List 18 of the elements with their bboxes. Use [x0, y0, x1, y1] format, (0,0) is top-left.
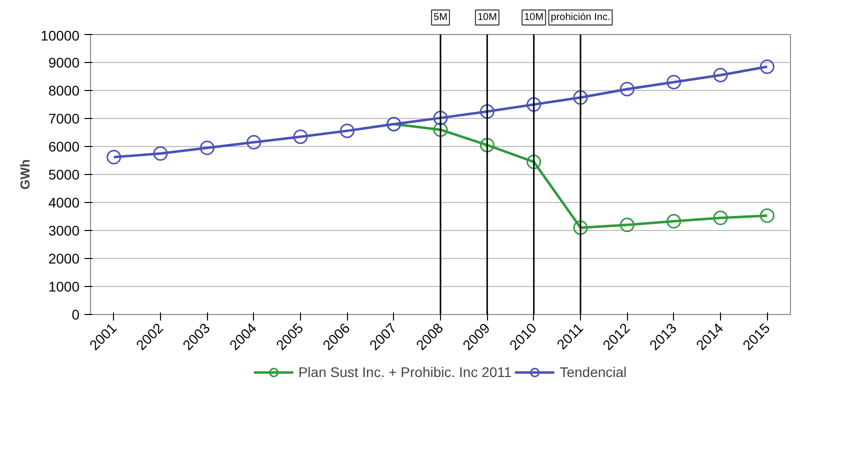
y-tick-label: 7000	[48, 110, 80, 126]
y-tick-label: 2000	[48, 250, 80, 266]
y-tick-label: 4000	[48, 194, 80, 210]
y-tick-label: 1000	[48, 278, 80, 294]
y-tick-label: 6000	[48, 138, 80, 154]
y-tick-label: 0	[72, 306, 80, 322]
ref-line-label: 10M	[477, 12, 497, 23]
legend-label: Plan Sust Inc. + Prohibic. Inc 2011	[298, 364, 512, 380]
y-axis-title: GWh	[18, 159, 33, 190]
ref-line-label: 10M	[524, 12, 544, 23]
y-tick-label: 10000	[40, 28, 80, 44]
ref-line-label: prohición Inc.	[550, 12, 610, 23]
ref-line-label: 5M	[434, 12, 448, 23]
y-tick-label: 3000	[48, 222, 80, 238]
y-tick-label: 8000	[48, 82, 80, 98]
y-tick-label: 9000	[48, 54, 80, 70]
y-tick-label: 5000	[48, 166, 80, 182]
legend-label: Tendencial	[560, 364, 627, 380]
